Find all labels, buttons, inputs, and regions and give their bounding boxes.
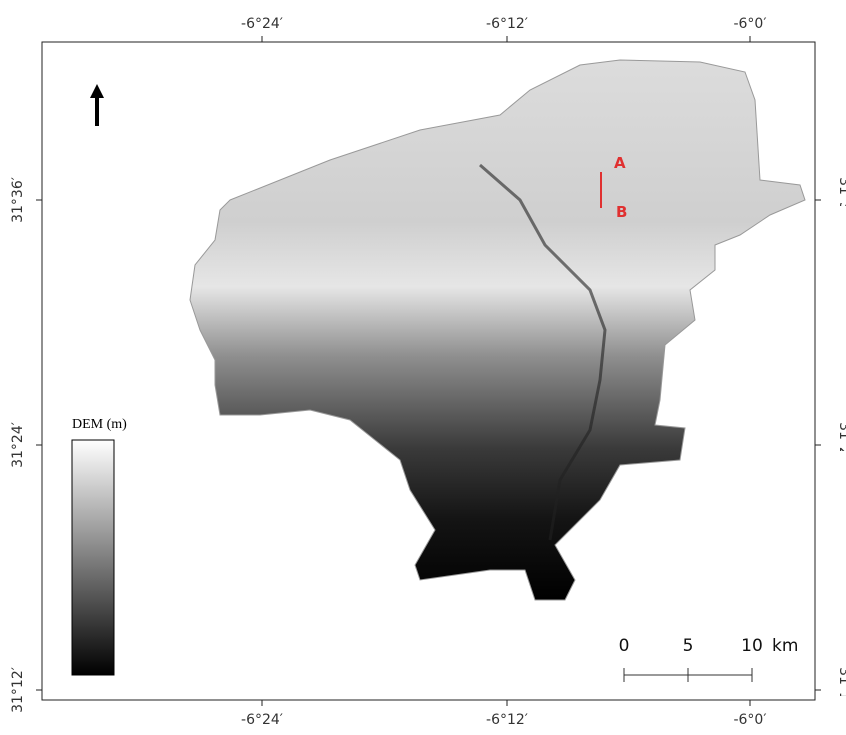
point-label: B <box>616 203 627 221</box>
scale-bar <box>624 668 752 682</box>
scale-label: 10 <box>741 636 763 656</box>
map: 400037003400310028002500220019001600 A B… <box>0 0 846 735</box>
legend-title: DEM (m) <box>72 417 127 432</box>
left-coord-label: 31°36′ <box>10 177 26 223</box>
scale-unit: km <box>772 636 798 656</box>
scale-label: 5 <box>683 636 694 656</box>
top-coord-label: -6°24′ <box>241 16 283 32</box>
page: 400037003400310028002500220019001600 A B… <box>0 0 846 735</box>
basin <box>190 60 805 600</box>
right-coord-label: 31°24′ <box>836 422 846 468</box>
top-coord-label: -6°12′ <box>486 16 528 32</box>
scale-labels: 0 5 10 km <box>619 636 799 656</box>
right-coord-label: 31°12′ <box>836 667 846 713</box>
north-arrow <box>90 84 104 126</box>
scale-label: 0 <box>619 636 630 656</box>
bottom-coord-label: -6°12′ <box>486 712 528 728</box>
right-coord-label: 31°36′ <box>836 177 846 223</box>
legend-ramp <box>72 440 114 675</box>
bottom-coord-label: -6°24′ <box>241 712 283 728</box>
left-coord-label: 31°24′ <box>10 422 26 468</box>
left-coord-label: 31°12′ <box>10 667 26 713</box>
top-coord-label: -6°0′ <box>733 16 766 32</box>
bottom-coord-label: -6°0′ <box>733 712 766 728</box>
point-label: A <box>614 154 626 172</box>
